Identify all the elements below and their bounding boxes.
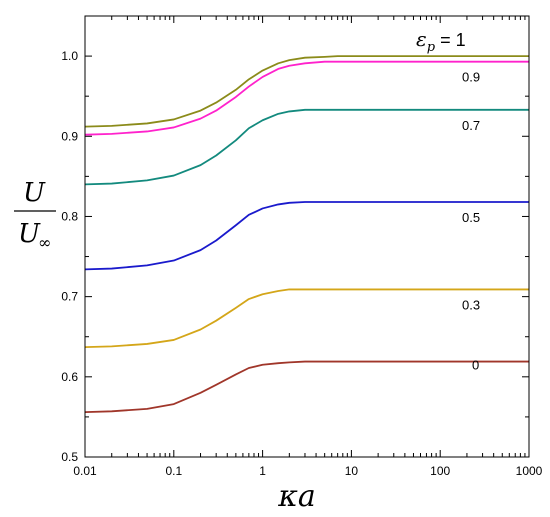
y-axis-title: U U ∞	[14, 178, 56, 252]
series-lines	[84, 55, 529, 413]
x-tick-label: 10	[345, 464, 359, 478]
y-tick-label: 1.0	[61, 49, 78, 63]
x-tick-label: 1000	[516, 464, 543, 478]
y-tick-label: 0.5	[61, 450, 78, 464]
y-axis-title-denominator: U	[18, 219, 41, 249]
x-axis-title: κa	[277, 479, 316, 514]
y-tick-label: 0.7	[61, 290, 78, 304]
y-axis-title-subscript: ∞	[38, 233, 51, 252]
series-label-5: 0	[472, 358, 479, 373]
x-tick-label: 0.01	[73, 464, 97, 478]
series-line-3	[84, 201, 529, 271]
series-line-1	[84, 60, 529, 136]
y-tick-label: 0.6	[61, 370, 78, 384]
series-line-2	[84, 108, 529, 186]
x-tick-label: 1	[259, 464, 266, 478]
y-tick-label: 0.9	[61, 129, 78, 143]
series-line-5	[84, 360, 529, 413]
plot-frame	[84, 15, 530, 458]
series-label-2: 0.7	[462, 118, 480, 133]
y-axis-title-numerator: U	[23, 178, 46, 208]
x-tick-label: 100	[430, 464, 450, 478]
series-labels: εp = 1 0.9 0.7 0.5 0.3 0	[416, 27, 480, 372]
x-tick-label: 0.1	[165, 464, 182, 478]
axis-ticks: 0.01 0.1 1 10 100 1000 0.5 0.6 0.7 0.8 0.9 1.0	[61, 15, 543, 478]
series-label-4: 0.3	[462, 297, 480, 312]
series-label-1: 0.9	[462, 70, 480, 85]
series-line-0	[84, 55, 529, 128]
series-line-4	[84, 288, 529, 349]
series-label-0: εp = 1	[416, 27, 466, 55]
y-tick-label: 0.8	[61, 209, 78, 223]
series-label-3: 0.5	[462, 210, 480, 225]
